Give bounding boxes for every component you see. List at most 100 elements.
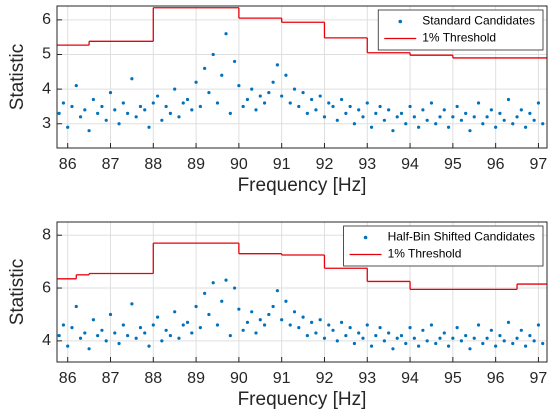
legend-box	[343, 225, 544, 267]
point	[506, 97, 511, 102]
point	[468, 129, 472, 133]
point	[237, 307, 241, 311]
point	[442, 331, 446, 335]
x-tick-label: 88	[144, 370, 162, 387]
point	[361, 336, 365, 340]
x-tick-label: 94	[401, 156, 419, 173]
point	[305, 333, 309, 338]
point	[382, 118, 386, 122]
x-tick-label: 87	[102, 156, 120, 173]
point	[532, 339, 536, 343]
point	[399, 111, 404, 115]
point	[126, 111, 130, 115]
point	[220, 73, 224, 77]
x-axis-label: Frequency [Hz]	[238, 389, 367, 410]
axes-box	[56, 5, 548, 149]
point	[331, 328, 335, 332]
point	[275, 63, 279, 67]
point	[472, 336, 476, 340]
point	[241, 104, 245, 109]
point	[250, 310, 254, 314]
point	[151, 101, 155, 105]
point	[404, 341, 408, 346]
point	[185, 320, 190, 324]
point	[391, 347, 395, 351]
x-tick-label: 89	[187, 370, 205, 387]
x-tick-label: 94	[401, 370, 419, 387]
y-tick-label: 3	[42, 115, 51, 132]
point	[262, 323, 267, 327]
point	[104, 118, 108, 122]
point	[464, 333, 468, 338]
point	[378, 104, 382, 109]
point	[455, 326, 459, 330]
point	[267, 312, 271, 317]
point	[198, 326, 202, 330]
y-tick-label: 5	[42, 46, 51, 63]
point	[506, 320, 511, 324]
point	[108, 90, 113, 95]
point	[395, 115, 399, 119]
point	[528, 333, 532, 338]
point	[181, 101, 185, 105]
point	[519, 108, 523, 112]
point	[412, 336, 416, 340]
point	[476, 323, 481, 327]
point	[228, 333, 232, 338]
point	[429, 323, 434, 327]
point	[271, 80, 275, 84]
point	[280, 318, 284, 322]
point	[57, 333, 61, 338]
point	[502, 118, 506, 122]
point	[331, 104, 335, 109]
point	[541, 341, 545, 346]
point	[515, 115, 519, 119]
point	[138, 326, 143, 330]
point	[511, 122, 515, 126]
point	[425, 339, 429, 343]
point	[352, 341, 357, 346]
point	[322, 336, 327, 340]
point	[498, 111, 502, 115]
point	[241, 328, 245, 332]
point	[100, 104, 104, 109]
point	[143, 331, 147, 335]
point	[339, 97, 344, 102]
point	[387, 108, 391, 112]
x-tick-label: 97	[530, 370, 548, 387]
point	[310, 320, 314, 324]
point	[318, 318, 322, 322]
x-tick-label: 92	[316, 370, 334, 387]
legend-label: Half-Bin Shifted Candidates	[388, 230, 535, 244]
point	[254, 331, 258, 335]
point	[348, 104, 352, 109]
point	[365, 323, 369, 327]
point	[489, 328, 493, 332]
point	[267, 90, 271, 95]
point	[365, 101, 369, 105]
point	[224, 278, 228, 282]
x-tick-label: 95	[444, 370, 462, 387]
point	[275, 289, 279, 293]
point	[472, 115, 476, 119]
x-tick-label: 92	[316, 156, 334, 173]
legend-label: Standard Candidates	[422, 14, 535, 28]
point	[511, 341, 515, 346]
y-tick-label: 4	[42, 332, 51, 349]
x-tick-label: 91	[273, 156, 291, 173]
x-tick-label: 87	[102, 370, 120, 387]
point	[417, 344, 421, 348]
point	[391, 129, 395, 133]
point	[91, 97, 95, 102]
y-tick-label: 4	[42, 80, 51, 97]
point	[297, 326, 301, 330]
point	[237, 84, 241, 88]
point	[87, 129, 91, 133]
point	[515, 336, 519, 340]
point	[134, 115, 138, 119]
point	[134, 336, 138, 340]
point	[387, 331, 391, 335]
point	[481, 122, 485, 126]
point	[459, 339, 464, 343]
